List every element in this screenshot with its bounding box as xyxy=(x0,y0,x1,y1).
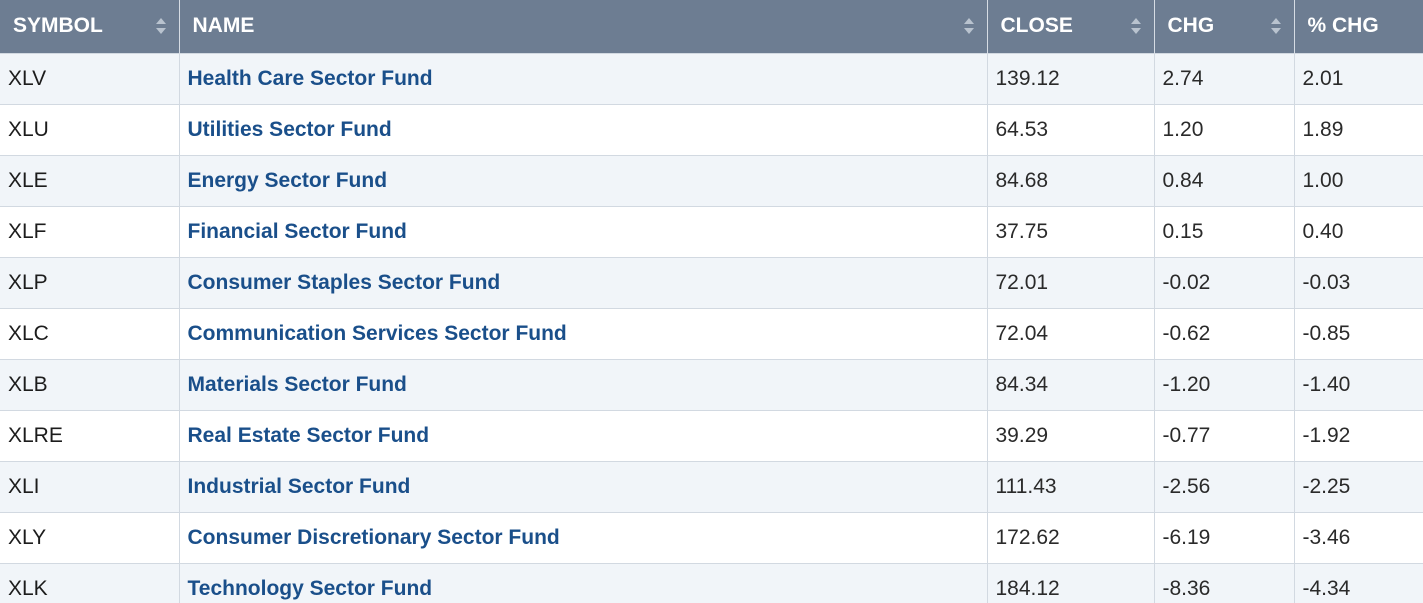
pct-chg-cell: -2.25 xyxy=(1294,460,1423,512)
name-cell: Health Care Sector Fund xyxy=(179,52,988,104)
symbol-cell: XLE xyxy=(0,154,180,206)
close-cell: 172.62 xyxy=(987,511,1155,563)
fund-link[interactable]: Consumer Discretionary Sector Fund xyxy=(187,525,560,549)
table-row: XLB Materials Sector Fund 84.34 -1.20 -1… xyxy=(0,358,1423,410)
table-row: XLC Communication Services Sector Fund 7… xyxy=(0,307,1423,359)
chg-cell: -0.02 xyxy=(1154,256,1295,308)
sort-arrows-icon[interactable] xyxy=(963,17,975,35)
close-cell: 72.01 xyxy=(987,256,1155,308)
column-header-label: SYMBOL xyxy=(13,14,103,38)
fund-link[interactable]: Technology Sector Fund xyxy=(187,576,433,600)
symbol-cell: XLU xyxy=(0,103,180,155)
name-cell: Industrial Sector Fund xyxy=(179,460,988,512)
chg-cell: -8.36 xyxy=(1154,562,1295,603)
name-cell: Consumer Staples Sector Fund xyxy=(179,256,988,308)
chg-cell: -0.62 xyxy=(1154,307,1295,359)
name-cell: Materials Sector Fund xyxy=(179,358,988,410)
table-row: XLI Industrial Sector Fund 111.43 -2.56 … xyxy=(0,460,1423,512)
pct-chg-cell: 1.89 xyxy=(1294,103,1423,155)
name-cell: Communication Services Sector Fund xyxy=(179,307,988,359)
symbol-cell: XLP xyxy=(0,256,180,308)
table-row: XLY Consumer Discretionary Sector Fund 1… xyxy=(0,511,1423,563)
table-header: SYMBOL NAME CLOSE CHG xyxy=(0,0,1423,53)
name-cell: Energy Sector Fund xyxy=(179,154,988,206)
column-header-name[interactable]: NAME xyxy=(179,0,988,53)
table-row: XLU Utilities Sector Fund 64.53 1.20 1.8… xyxy=(0,103,1423,155)
close-cell: 111.43 xyxy=(987,460,1155,512)
close-cell: 64.53 xyxy=(987,103,1155,155)
chg-cell: 0.84 xyxy=(1154,154,1295,206)
fund-link[interactable]: Industrial Sector Fund xyxy=(187,474,411,498)
pct-chg-cell: -1.92 xyxy=(1294,409,1423,461)
pct-chg-cell: 1.00 xyxy=(1294,154,1423,206)
name-cell: Real Estate Sector Fund xyxy=(179,409,988,461)
column-header-close[interactable]: CLOSE xyxy=(987,0,1155,53)
name-cell: Utilities Sector Fund xyxy=(179,103,988,155)
table-row: XLK Technology Sector Fund 184.12 -8.36 … xyxy=(0,562,1423,603)
column-header-label: CHG xyxy=(1167,14,1215,38)
close-cell: 184.12 xyxy=(987,562,1155,603)
chg-cell: -6.19 xyxy=(1154,511,1295,563)
chg-cell: -1.20 xyxy=(1154,358,1295,410)
symbol-cell: XLF xyxy=(0,205,180,257)
pct-chg-cell: -0.85 xyxy=(1294,307,1423,359)
header-row: SYMBOL NAME CLOSE CHG xyxy=(0,0,1423,53)
symbol-cell: XLB xyxy=(0,358,180,410)
table-row: XLRE Real Estate Sector Fund 39.29 -0.77… xyxy=(0,409,1423,461)
sort-arrows-icon[interactable] xyxy=(1130,17,1142,35)
symbol-cell: XLK xyxy=(0,562,180,603)
fund-link[interactable]: Energy Sector Fund xyxy=(187,168,388,192)
name-cell: Consumer Discretionary Sector Fund xyxy=(179,511,988,563)
pct-chg-cell: 0.40 xyxy=(1294,205,1423,257)
close-cell: 39.29 xyxy=(987,409,1155,461)
sort-arrows-icon[interactable] xyxy=(1270,17,1282,35)
close-cell: 84.34 xyxy=(987,358,1155,410)
column-header-chg[interactable]: CHG xyxy=(1154,0,1295,53)
table-body: XLV Health Care Sector Fund 139.12 2.74 … xyxy=(0,52,1423,603)
name-cell: Financial Sector Fund xyxy=(179,205,988,257)
column-header-symbol[interactable]: SYMBOL xyxy=(0,0,180,53)
fund-link[interactable]: Materials Sector Fund xyxy=(187,372,407,396)
chg-cell: -0.77 xyxy=(1154,409,1295,461)
table-row: XLF Financial Sector Fund 37.75 0.15 0.4… xyxy=(0,205,1423,257)
pct-chg-cell: -1.40 xyxy=(1294,358,1423,410)
close-cell: 37.75 xyxy=(987,205,1155,257)
fund-link[interactable]: Real Estate Sector Fund xyxy=(187,423,430,447)
column-header-label: % CHG xyxy=(1307,14,1379,38)
pct-chg-cell: -0.03 xyxy=(1294,256,1423,308)
fund-link[interactable]: Health Care Sector Fund xyxy=(187,66,433,90)
table-row: XLV Health Care Sector Fund 139.12 2.74 … xyxy=(0,52,1423,104)
symbol-cell: XLRE xyxy=(0,409,180,461)
column-header-pct-chg[interactable]: % CHG xyxy=(1294,0,1423,53)
column-header-label: CLOSE xyxy=(1000,14,1073,38)
chg-cell: 0.15 xyxy=(1154,205,1295,257)
chg-cell: -2.56 xyxy=(1154,460,1295,512)
close-cell: 84.68 xyxy=(987,154,1155,206)
table-row: XLE Energy Sector Fund 84.68 0.84 1.00 xyxy=(0,154,1423,206)
column-header-label: NAME xyxy=(192,14,255,38)
table-row: XLP Consumer Staples Sector Fund 72.01 -… xyxy=(0,256,1423,308)
chg-cell: 1.20 xyxy=(1154,103,1295,155)
fund-link[interactable]: Financial Sector Fund xyxy=(187,219,407,243)
close-cell: 139.12 xyxy=(987,52,1155,104)
chg-cell: 2.74 xyxy=(1154,52,1295,104)
symbol-cell: XLY xyxy=(0,511,180,563)
pct-chg-cell: -3.46 xyxy=(1294,511,1423,563)
symbol-cell: XLI xyxy=(0,460,180,512)
fund-link[interactable]: Communication Services Sector Fund xyxy=(187,321,567,345)
name-cell: Technology Sector Fund xyxy=(179,562,988,603)
pct-chg-cell: 2.01 xyxy=(1294,52,1423,104)
fund-link[interactable]: Consumer Staples Sector Fund xyxy=(187,270,501,294)
fund-link[interactable]: Utilities Sector Fund xyxy=(187,117,392,141)
sort-arrows-icon[interactable] xyxy=(155,17,167,35)
pct-chg-cell: -4.34 xyxy=(1294,562,1423,603)
close-cell: 72.04 xyxy=(987,307,1155,359)
symbol-cell: XLV xyxy=(0,52,180,104)
symbol-cell: XLC xyxy=(0,307,180,359)
